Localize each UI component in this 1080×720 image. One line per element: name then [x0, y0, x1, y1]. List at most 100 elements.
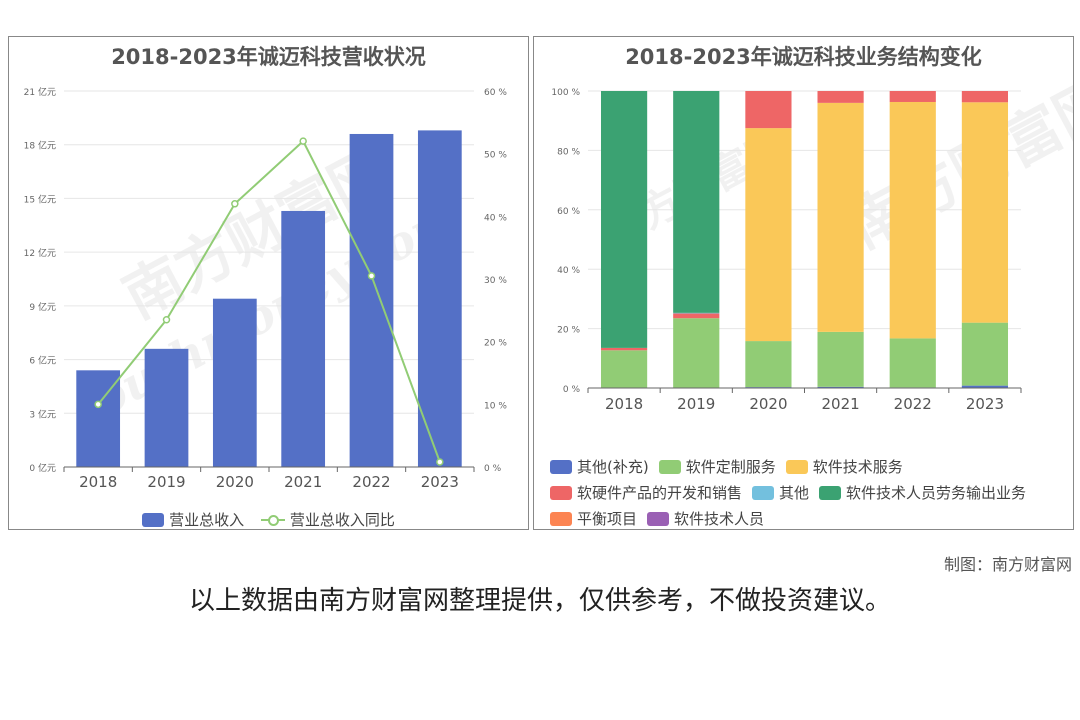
- legend-swatch: [550, 486, 572, 500]
- legend-item-revenue[interactable]: 营业总收入: [142, 509, 245, 529]
- revenue-yoy-point: [367, 272, 376, 280]
- legend-line-swatch: [260, 513, 285, 527]
- revenue-chart-plot: 0 亿元 3 亿元 6 亿元 9 亿元 12 亿元 15 亿元 18 亿元 21 亿元 0 % 1…: [24, 86, 508, 491]
- revenue-bar: [144, 348, 189, 467]
- revenue-yoy-point: [436, 458, 444, 466]
- legend-swatch: [647, 512, 670, 526]
- legend-swatch: [658, 460, 681, 474]
- structure-bar-segment: [817, 331, 864, 387]
- structure-bar-segment: [889, 91, 936, 102]
- legend-item[interactable]: 其他(补充): [550, 455, 649, 479]
- y-right-tick-label: 60 %: [484, 88, 507, 98]
- legend-item[interactable]: 软件定制服务: [658, 455, 776, 479]
- structure-bar-segment: [817, 91, 864, 103]
- legend-swatch: [819, 486, 842, 500]
- chart-credit: 制图：南方财富网: [943, 555, 1072, 574]
- y-left-tick-label: 0 亿元: [29, 462, 56, 474]
- structure-bar-segment: [889, 101, 936, 339]
- y-tick-label: 100 %: [551, 88, 580, 98]
- structure-bar-segment: [961, 322, 1009, 386]
- x-tick-label: 2021: [821, 395, 859, 413]
- y-left-tick-label: 9 亿元: [29, 301, 56, 313]
- legend-item[interactable]: 软件技术人员: [647, 507, 765, 529]
- x-tick-label: 2019: [677, 395, 715, 413]
- y-left-tick-label: 15 亿元: [24, 193, 56, 205]
- revenue-bar: [281, 210, 326, 467]
- revenue-yoy-point: [94, 400, 102, 409]
- legend-swatch: [785, 460, 808, 474]
- legend-swatch: [550, 512, 572, 526]
- revenue-bar: [417, 130, 462, 467]
- structure-bar-segment: [745, 341, 792, 388]
- y-tick-label: 60 %: [557, 207, 580, 217]
- x-tick-label: 2020: [216, 473, 254, 491]
- legend-label: 软件技术人员: [674, 510, 765, 528]
- revenue-bar: [212, 298, 257, 467]
- structure-bar-segment: [817, 386, 864, 388]
- disclaimer-text: 以上数据由南方财富网整理提供，仅供参考，不做投资建议。: [188, 586, 891, 616]
- revenue-chart-legend: 营业总收入 营业总收入同比: [9, 509, 528, 529]
- legend-label: 软件技术人员劳务输出业务: [846, 484, 1027, 502]
- legend-label: 软硬件产品的开发和销售: [577, 484, 743, 502]
- business-structure-panel: 南方财富网 南方财富网 2018-2023年诚迈科技业务结构变化 0 %20 %…: [533, 36, 1074, 530]
- legend-item-revenue-yoy[interactable]: 营业总收入同比: [260, 509, 395, 529]
- x-tick-label: 2023: [966, 395, 1004, 413]
- x-tick-label: 2023: [421, 473, 459, 491]
- structure-bar-segment: [673, 312, 720, 314]
- x-tick-label: 2018: [79, 473, 117, 491]
- legend-label: 平衡项目: [577, 510, 638, 528]
- structure-bar-segment: [600, 347, 648, 351]
- x-tick-label: 2022: [894, 395, 932, 413]
- y-tick-label: 40 %: [557, 266, 580, 276]
- y-right-tick-label: 50 %: [484, 151, 507, 161]
- y-left-tick-label: 12 亿元: [24, 247, 56, 259]
- y-left-tick-label: 3 亿元: [29, 408, 56, 420]
- y-right-tick-label: 0 %: [484, 464, 502, 474]
- legend-item[interactable]: 软件技术服务: [785, 455, 903, 479]
- y-tick-label: 20 %: [557, 326, 580, 336]
- y-left-tick-label: 21 亿元: [24, 86, 56, 98]
- legend-swatch: [550, 460, 572, 474]
- y-tick-label: 80 %: [557, 147, 580, 157]
- y-left-tick-label: 6 亿元: [29, 355, 56, 367]
- revenue-yoy-line: [97, 139, 441, 463]
- legend-label: 软件定制服务: [685, 458, 776, 476]
- x-tick-label: 2022: [352, 473, 390, 491]
- structure-bar-segment: [673, 318, 720, 388]
- structure-bar-segment: [600, 91, 648, 348]
- business-structure-title: 2018-2023年诚迈科技业务结构变化: [625, 45, 982, 69]
- revenue-bar: [349, 133, 394, 467]
- revenue-yoy-point: [162, 315, 171, 324]
- structure-bar-segment: [961, 102, 1009, 323]
- x-tick-label: 2020: [749, 395, 787, 413]
- x-tick-label: 2021: [284, 473, 322, 491]
- legend-label: 营业总收入: [169, 511, 245, 529]
- structure-bar-segment: [961, 91, 1009, 103]
- legend-item[interactable]: 软件技术人员劳务输出业务: [819, 481, 1026, 505]
- y-right-tick-label: 40 %: [484, 213, 507, 223]
- y-right-tick-label: 20 %: [484, 339, 507, 349]
- revenue-chart-title: 2018-2023年诚迈科技营收状况: [111, 45, 426, 69]
- legend-swatch: [142, 512, 165, 527]
- revenue-yoy-point: [299, 137, 307, 145]
- business-structure-plot: 0 % 20 % 40 % 60 % 80 % 100 % 2018 2019 2020 2021…: [551, 88, 1022, 413]
- y-tick-label: 0 %: [563, 385, 581, 395]
- x-tick-label: 2018: [605, 395, 643, 413]
- structure-bar-segment: [817, 102, 864, 332]
- y-left-tick-label: 18 亿元: [24, 140, 56, 152]
- y-right-tick-label: 30 %: [484, 276, 507, 286]
- structure-bar-segment: [600, 350, 648, 388]
- structure-bar-segment: [673, 313, 720, 319]
- x-tick-label: 2019: [147, 473, 185, 491]
- structure-bar-segment: [961, 385, 1009, 388]
- structure-bar-segment: [745, 91, 792, 129]
- legend-swatch: [752, 486, 775, 500]
- legend-item[interactable]: 其他: [752, 481, 809, 505]
- legend-item[interactable]: 软硬件产品的开发和销售: [550, 481, 742, 505]
- legend-label: 软件技术服务: [812, 458, 903, 476]
- revenue-chart-panel: 南方财富网 southmoney.com 2018-2023年诚迈科技营收状况 …: [8, 36, 529, 530]
- y-right-tick-label: 10 %: [484, 401, 507, 411]
- legend-item[interactable]: 平衡项目: [550, 507, 638, 529]
- legend-label: 其他: [779, 484, 810, 502]
- structure-bar-segment: [673, 91, 720, 313]
